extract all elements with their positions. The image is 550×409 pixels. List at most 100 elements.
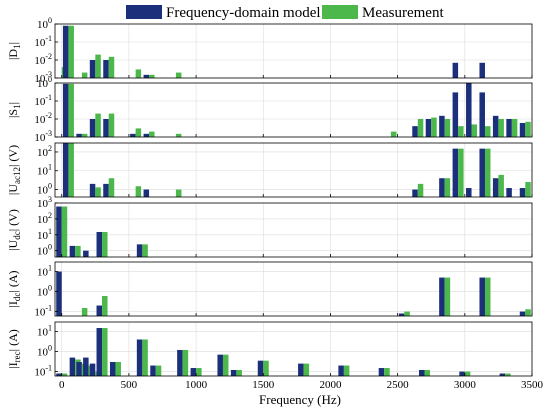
bar-measurement xyxy=(68,143,74,197)
bar-measurement xyxy=(108,113,115,137)
bar-measurement xyxy=(102,295,108,316)
bar-measurement xyxy=(135,186,142,197)
bar-measurement xyxy=(102,328,108,376)
bar-measurement xyxy=(61,373,68,376)
bar-model xyxy=(230,369,237,376)
bar-model xyxy=(439,178,445,197)
panel-2: 100 10-1 10-2 10-3 |S1| xyxy=(6,75,533,144)
bar-measurement xyxy=(108,56,115,78)
x-tick-label: 3000 xyxy=(454,379,477,391)
bar-model xyxy=(103,183,109,197)
bar-measurement xyxy=(236,369,242,376)
y-tick-label: 101 xyxy=(37,264,52,279)
bar-model xyxy=(96,328,103,376)
y-tick-label: 103 xyxy=(37,195,52,210)
bar-model xyxy=(338,365,344,376)
bar-model xyxy=(130,133,136,137)
bar-model xyxy=(83,250,89,257)
bar-measurement xyxy=(155,365,162,376)
y-axis-label: |Udc| (V) xyxy=(6,209,22,251)
bar-measurement xyxy=(471,124,478,137)
legend: Frequency-domain model Measurement xyxy=(126,5,444,21)
bar-measurement xyxy=(303,363,310,376)
y-tick-label: 100 xyxy=(37,243,52,258)
y-tick-label: 101 xyxy=(37,227,52,242)
bar-measurement xyxy=(142,339,148,376)
bar-measurement xyxy=(464,371,471,376)
bar-measurement xyxy=(75,245,81,257)
bar-measurement xyxy=(175,133,182,137)
bar-model xyxy=(143,189,150,197)
bar-measurement xyxy=(444,178,451,197)
panel-3: 102 101 100 |Uac12| (V) xyxy=(6,142,533,198)
y-tick-label: 100 xyxy=(37,284,52,299)
bar-measurement xyxy=(343,365,350,376)
bar-model xyxy=(89,183,96,197)
bar-model xyxy=(452,92,459,137)
panel-background xyxy=(55,203,532,257)
bar-measurement xyxy=(81,72,88,78)
bar-model xyxy=(452,148,459,197)
bar-model xyxy=(257,360,264,376)
x-tick-label: 2000 xyxy=(319,379,342,391)
bar-measurement xyxy=(444,119,451,137)
panel-background xyxy=(55,322,532,376)
bar-model xyxy=(103,60,109,78)
panel-frame xyxy=(54,202,533,258)
bar-measurement xyxy=(525,121,531,137)
bar-model xyxy=(519,188,526,197)
bar-model xyxy=(492,178,499,197)
bar-model xyxy=(479,277,485,316)
bar-measurement xyxy=(142,244,148,257)
bar-measurement xyxy=(431,117,437,137)
bar-model xyxy=(479,62,485,78)
y-tick-label: 102 xyxy=(37,144,52,159)
bar-measurement xyxy=(263,360,269,376)
bar-model xyxy=(103,119,109,137)
bar-model xyxy=(499,373,506,376)
x-axis: Frequency (Hz) 0 500 1000 1500 2000 2500 3000 3… xyxy=(59,379,544,407)
bar-measurement xyxy=(404,311,410,316)
bar-model xyxy=(519,122,526,137)
y-tick-label: 10-3 xyxy=(34,129,52,144)
bar-model xyxy=(56,206,62,257)
bar-measurement xyxy=(525,309,531,316)
y-axis-label: |Idc| (A) xyxy=(6,271,22,308)
panel-frame xyxy=(54,321,533,377)
bar-model xyxy=(143,133,150,137)
bar-model xyxy=(177,349,183,376)
bar-measurement xyxy=(444,277,451,316)
y-axis-label: |D1| xyxy=(6,42,22,60)
bar-model xyxy=(506,188,512,197)
bar-measurement xyxy=(149,74,155,78)
bar-measurement xyxy=(498,174,504,197)
bar-model xyxy=(378,368,385,376)
bar-model xyxy=(89,60,96,78)
legend-label-model: Frequency-domain model xyxy=(166,5,321,21)
bar-measurement xyxy=(108,178,115,197)
bar-model xyxy=(96,305,103,316)
bar-measurement xyxy=(68,83,74,137)
bar-model xyxy=(83,357,89,376)
panel-background xyxy=(55,83,532,137)
bar-model xyxy=(143,74,150,78)
bar-measurement xyxy=(102,231,108,257)
bar-model xyxy=(492,115,499,137)
bar-measurement xyxy=(68,25,74,78)
bar-model xyxy=(439,115,445,137)
bar-measurement xyxy=(484,277,491,316)
x-tick-label: 1500 xyxy=(252,379,275,391)
bar-model xyxy=(136,244,143,257)
bar-model xyxy=(96,231,103,257)
y-tick-label: 101 xyxy=(37,324,52,339)
panel-frame xyxy=(54,261,533,317)
bar-model xyxy=(298,363,304,376)
bar-model xyxy=(76,133,82,137)
bar-model xyxy=(479,92,485,137)
bar-measurement xyxy=(384,368,390,376)
bar-model xyxy=(506,119,512,137)
bar-measurement xyxy=(95,54,101,78)
bar-measurement xyxy=(175,189,182,197)
y-axis-label: |Irec| (A) xyxy=(6,329,22,368)
bar-measurement xyxy=(424,369,431,376)
